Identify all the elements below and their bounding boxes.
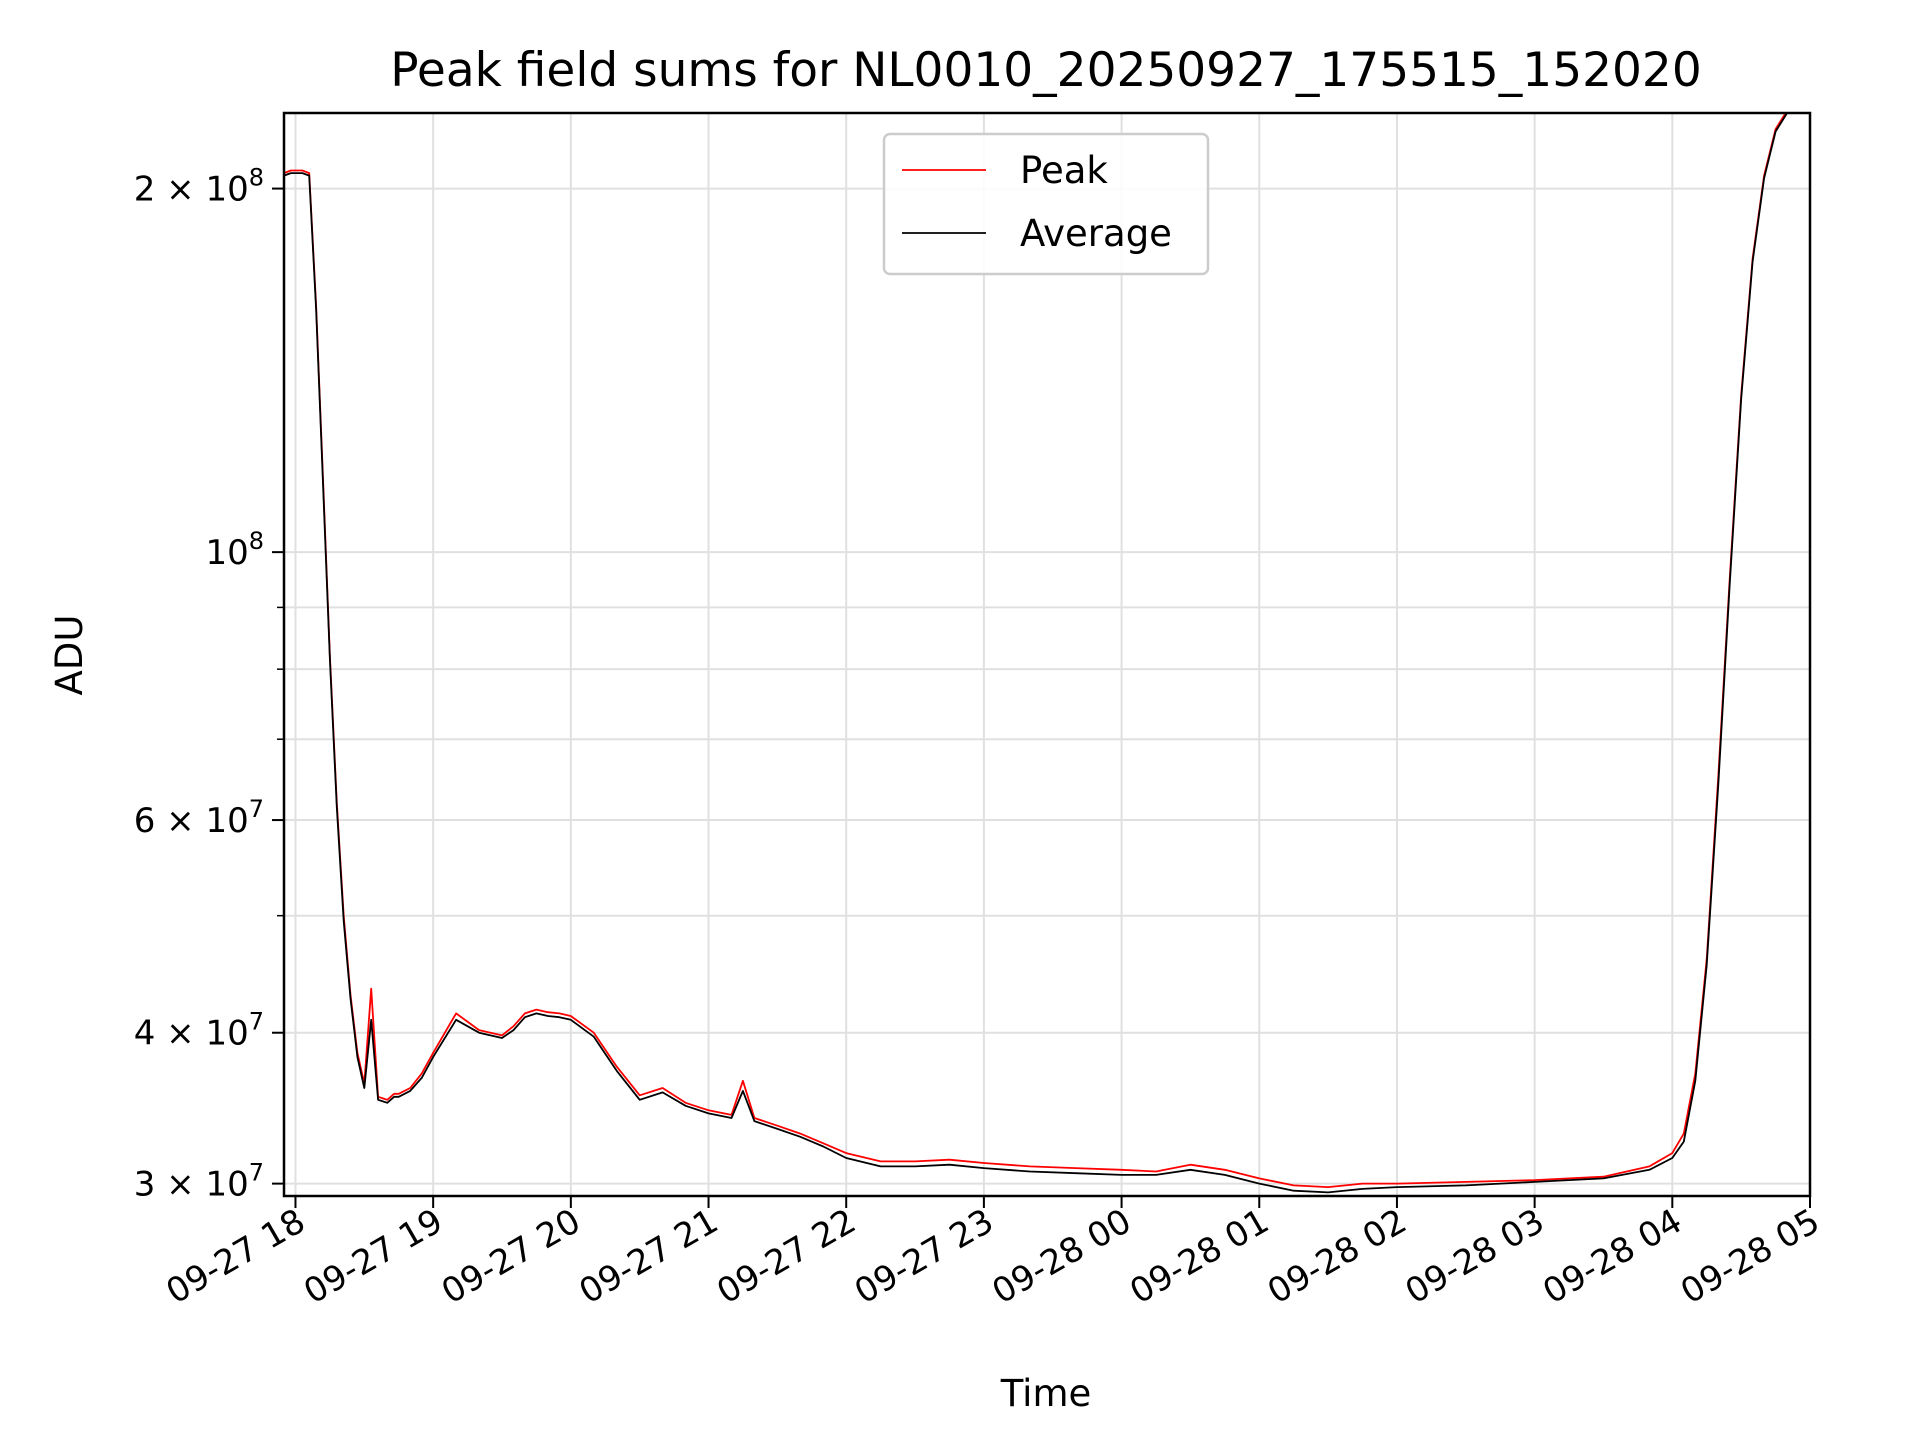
y-tick-label: 108 [205,527,264,573]
chart-title: Peak field sums for NL0010_20250927_1755… [390,43,1701,98]
series-line-peak [284,113,1787,1188]
plot-frame [282,111,1812,1198]
x-axis-label: Time [1000,1372,1092,1415]
y-axis-ticks: 3 × 107 4 × 107 6 × 107 108 2 × 108 [134,164,284,1205]
y-tick-label: 4 × 107 [134,1008,264,1054]
y-tick-label: 2 × 108 [134,164,264,210]
gridlines [284,113,1811,1196]
y-axis-label: ADU [48,615,91,696]
series-line-average [284,113,1789,1194]
y-tick-label: 6 × 107 [134,795,264,841]
series-lines [284,113,1789,1194]
legend-label-average: Average [1020,212,1172,255]
legend-box [882,132,1210,276]
y-tick-label: 3 × 107 [134,1159,264,1205]
legend: Peak Average [882,132,1210,276]
legend-label-peak: Peak [1020,149,1108,192]
